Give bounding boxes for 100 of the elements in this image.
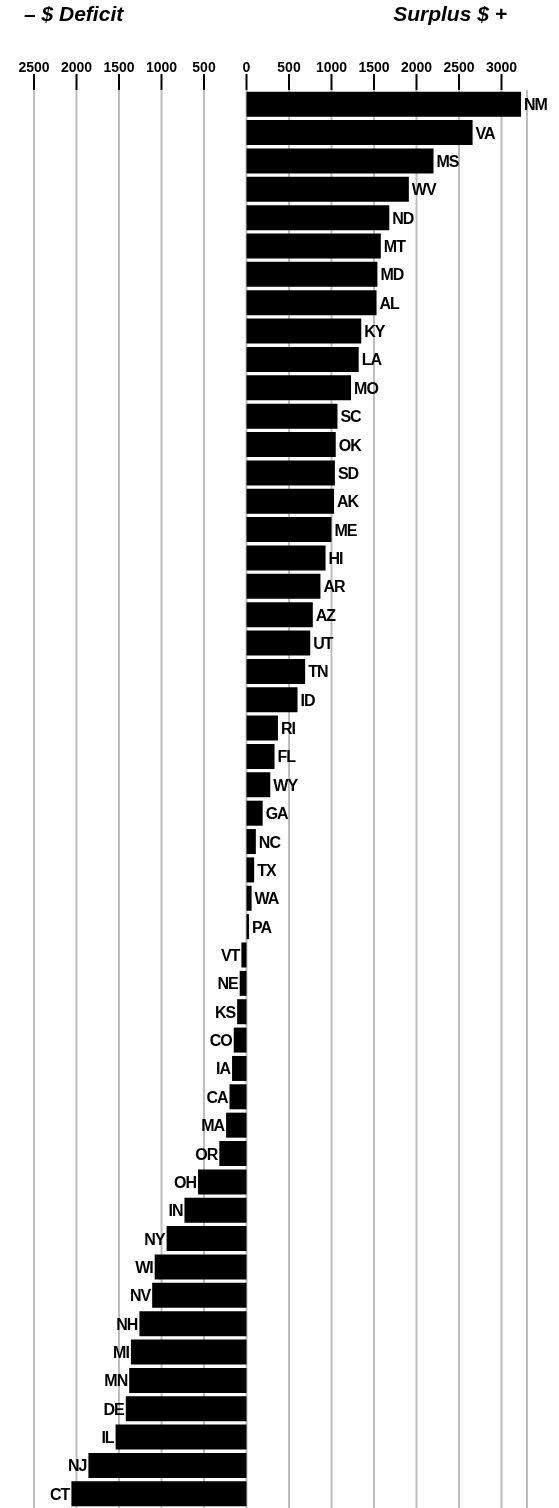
text: Surplus $ + [393,2,507,26]
bar [219,1141,247,1167]
y-tick-label: TX [257,861,277,879]
bar [246,658,306,684]
y-tick-label: WY [273,776,299,794]
y-tick-label: AZ [315,606,337,624]
y-tick-label: MD [380,266,404,284]
x-tick-label: 500 [277,59,301,75]
bar [246,885,252,911]
bar [246,432,336,458]
bar [246,148,434,174]
y-tick-label: TN [308,663,328,681]
y-tick-label: CT [50,1485,71,1503]
bar [246,517,332,543]
y-tick-label: WV [411,181,437,199]
y-tick-label: NH [116,1315,138,1333]
y-tick-label: DE [103,1400,126,1418]
y-tick-label: AR [323,578,346,596]
y-tick-label: VA [475,124,497,142]
bar [246,743,275,769]
bar [246,176,409,202]
bar [125,1396,247,1422]
bar [246,346,359,372]
y-tick-label: WA [254,890,280,908]
y-tick-label: ME [334,521,358,539]
y-tick-label: IL [101,1429,115,1447]
bar [246,687,298,713]
x-tick-label: 500 [192,59,216,75]
y-tick-label: ND [392,209,414,227]
x-tick-label: 0 [242,59,251,75]
x-tick-label: 2500 [18,59,50,75]
text: – $ Deficit [24,2,124,26]
bar [233,1027,247,1053]
bar [154,1254,247,1280]
y-tick-label: NC [258,833,282,851]
bar [239,970,247,996]
y-tick-label: NY [144,1230,166,1248]
x-tick-label: 2500 [443,59,475,75]
y-tick-label: RI [280,720,296,738]
bar [246,233,381,259]
bar [139,1311,247,1337]
bar [246,261,378,287]
y-tick-label: MO [354,379,379,397]
y-tick-label: IN [168,1202,183,1220]
bar [246,630,311,656]
y-tick-label: GA [265,805,290,823]
x-tick-label: 1000 [145,59,178,75]
bar [246,545,326,571]
y-tick-label: OK [338,436,363,454]
bar [115,1424,247,1450]
y-tick-label: MS [436,152,460,170]
y-tick-label: AK [337,493,360,511]
bar [246,602,313,628]
bar [246,91,522,117]
y-tick-label: OH [174,1173,197,1191]
bar [246,800,263,826]
y-tick-label: CA [206,1088,229,1106]
y-tick-label: PA [252,918,273,936]
y-tick-label: ID [300,691,315,709]
bar [246,120,473,146]
y-tick-label: WI [135,1258,154,1276]
bar [246,573,321,599]
bar [246,715,278,741]
x-tick-label: 1500 [358,59,390,75]
bar [166,1226,247,1252]
bar [129,1367,247,1393]
bar [246,205,390,231]
x-tick-label: 2000 [400,59,433,75]
y-tick-label: KY [364,323,386,341]
bar [229,1084,247,1110]
bar [241,942,247,968]
bar [246,460,335,486]
bar [226,1112,247,1138]
y-tick-label: SD [337,464,359,482]
y-tick-label: OR [195,1145,219,1163]
y-tick-label: AL [379,294,401,312]
y-tick-label: MA [201,1117,226,1135]
y-tick-label: UT [313,635,334,653]
y-tick-label: NM [524,96,548,114]
x-tick-label: 1000 [315,59,348,75]
y-tick-label: KS [214,1003,237,1021]
y-tick-label: NJ [67,1457,87,1475]
bar [246,772,271,798]
bar [237,999,247,1025]
bar [246,857,255,883]
y-tick-label: FL [277,748,297,766]
bar [246,403,338,429]
bar [184,1197,247,1223]
bar [232,1055,247,1081]
y-tick-label: NE [217,975,240,993]
bar [88,1452,247,1478]
y-tick-label: SC [340,408,363,426]
x-tick-label: 1500 [103,59,135,75]
bar [152,1282,247,1308]
y-tick-label: IA [216,1060,232,1078]
y-tick-label: LA [361,351,383,369]
bar [71,1481,247,1507]
bar [246,829,256,855]
y-tick-label: MI [113,1344,130,1362]
x-tick-label: 2000 [60,59,93,75]
